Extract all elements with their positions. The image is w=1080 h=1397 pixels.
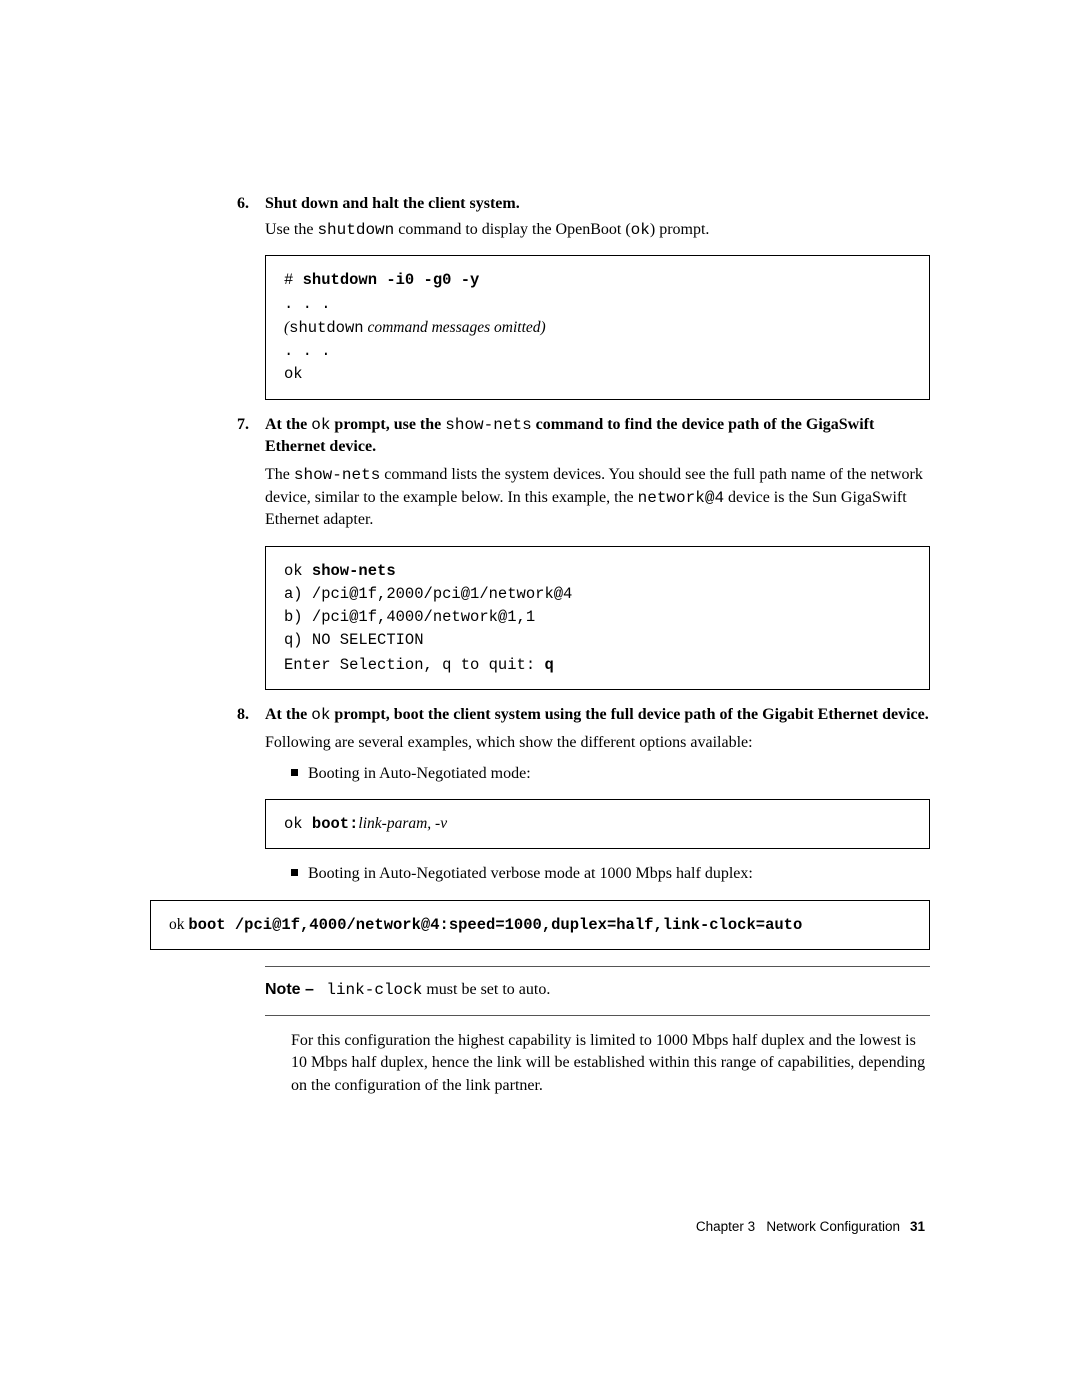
footer-page-number: 31: [910, 1219, 925, 1234]
command: show-nets: [312, 562, 396, 580]
code-line: ok show-nets: [284, 559, 911, 583]
note-paragraph: For this configuration the highest capab…: [291, 1030, 930, 1097]
step-8-number: 8.: [237, 704, 265, 726]
note-label: Note –: [265, 981, 318, 998]
page-footer: Chapter 3 Network Configuration 31: [0, 1219, 1080, 1234]
bullet-icon: [291, 869, 298, 876]
step-7-heading: 7.At the ok prompt, use the show-nets co…: [265, 414, 930, 459]
text: For this configuration the highest capab…: [291, 1032, 925, 1094]
step-8-body: Following are several examples, which sh…: [265, 732, 930, 754]
step-6-body: Use the shutdown command to display the …: [265, 219, 930, 241]
text: command messages omitted): [364, 319, 546, 336]
page-content: 6.Shut down and halt the client system. …: [265, 195, 930, 1097]
code-inline: ok: [631, 221, 650, 239]
code-inline: show-nets: [294, 466, 380, 484]
code-line: Enter Selection, q to quit: q: [284, 653, 911, 677]
command: q: [544, 656, 553, 674]
code-line: ok boot /pci@1f,4000/network@4:speed=100…: [169, 913, 911, 937]
code-inline: network@4: [638, 489, 724, 507]
bullet-text: Booting in Auto-Negotiated verbose mode …: [308, 865, 753, 882]
code-box-boot-speed: ok boot /pci@1f,4000/network@4:speed=100…: [150, 900, 930, 950]
code-line: . . .: [284, 293, 911, 316]
code-line: ok boot:link-param, -v: [284, 812, 911, 836]
bullet-text: Booting in Auto-Negotiated mode:: [308, 765, 531, 782]
note-text: must be set to auto.: [422, 981, 550, 998]
prompt: ok: [284, 815, 312, 833]
prompt: ok: [169, 916, 188, 933]
command: boot /pci@1f,4000/network@4:speed=1000,d…: [188, 916, 802, 934]
code-line: # shutdown -i0 -g0 -y: [284, 268, 911, 292]
step-8: 8.At the ok prompt, boot the client syst…: [265, 704, 930, 785]
text: prompt, use the: [330, 416, 445, 433]
bullet-item: Booting in Auto-Negotiated mode:: [291, 763, 930, 785]
code-box-boot-auto: ok boot:link-param, -v: [265, 799, 930, 849]
text: Enter Selection, q to quit:: [284, 656, 544, 674]
code-inline: shutdown: [317, 221, 394, 239]
text: command to display the OpenBoot (: [394, 221, 630, 238]
text: At the: [265, 706, 311, 723]
text: prompt, boot the client system using the…: [330, 706, 928, 723]
prompt: #: [284, 271, 303, 289]
code-line: q) NO SELECTION: [284, 629, 911, 652]
step-6-number: 6.: [237, 195, 265, 213]
code-line: (shutdown command messages omitted): [284, 316, 911, 340]
command: shutdown -i0 -g0 -y: [303, 271, 480, 289]
prompt: ok: [284, 562, 312, 580]
text: At the: [265, 416, 311, 433]
bullet-item: Booting in Auto-Negotiated verbose mode …: [291, 863, 930, 885]
code-inline: ok: [311, 416, 330, 434]
code-inline: link-clock: [326, 981, 422, 999]
step-7-body: The show-nets command lists the system d…: [265, 464, 930, 531]
code-box-show-nets: ok show-nets a) /pci@1f,2000/pci@1/netwo…: [265, 546, 930, 690]
code-inline: ok: [311, 706, 330, 724]
step-6: 6.Shut down and halt the client system. …: [265, 195, 930, 241]
step-7: 7.At the ok prompt, use the show-nets co…: [265, 414, 930, 532]
footer-chapter: Chapter 3: [696, 1219, 755, 1234]
code-inline: show-nets: [445, 416, 531, 434]
code-line: a) /pci@1f,2000/pci@1/network@4: [284, 583, 911, 606]
code-line: ok: [284, 363, 911, 386]
text: The: [265, 466, 294, 483]
param: link-param, -v: [358, 815, 447, 832]
code-inline: shutdown: [289, 319, 363, 337]
bullet-icon: [291, 769, 298, 776]
step-6-title: Shut down and halt the client system.: [265, 195, 520, 212]
code-box-shutdown: # shutdown -i0 -g0 -y . . . (shutdown co…: [265, 255, 930, 399]
step-6-heading: 6.Shut down and halt the client system.: [265, 195, 930, 213]
command: boot:: [312, 815, 359, 833]
code-line: . . .: [284, 340, 911, 363]
text: Use the: [265, 221, 317, 238]
note: Note – link-clock must be set to auto.: [265, 981, 930, 999]
note-rule-top: [265, 966, 930, 967]
text: ) prompt.: [650, 221, 710, 238]
note-rule-bottom: [265, 1015, 930, 1016]
code-line: b) /pci@1f,4000/network@1,1: [284, 606, 911, 629]
footer-title: Network Configuration: [766, 1219, 900, 1234]
step-7-number: 7.: [237, 414, 265, 436]
step-8-heading: 8.At the ok prompt, boot the client syst…: [265, 704, 930, 726]
